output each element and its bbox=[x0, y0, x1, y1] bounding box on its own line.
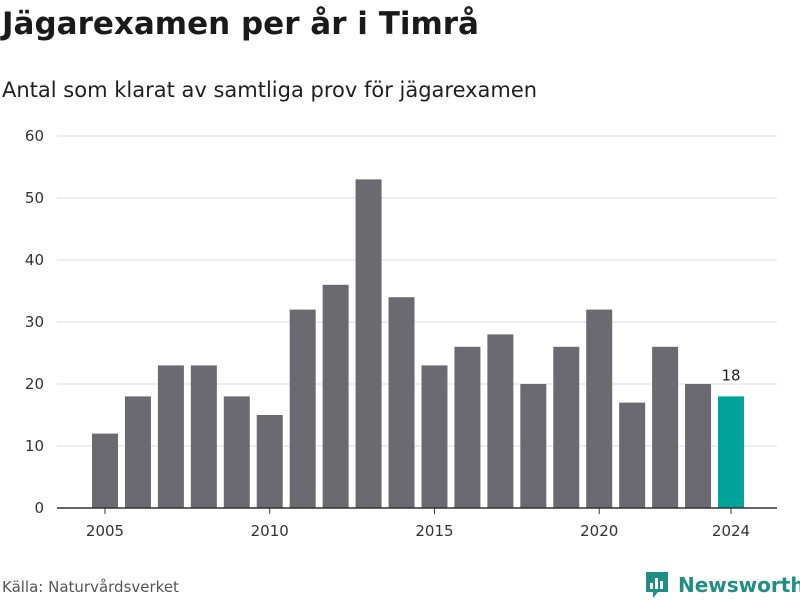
bar-2010 bbox=[256, 415, 283, 508]
bar-2016 bbox=[454, 346, 481, 508]
y-tick-label: 0 bbox=[34, 499, 44, 517]
brand-logo: Newsworthy bbox=[644, 570, 800, 600]
x-tick-label: 2020 bbox=[580, 522, 618, 540]
bar-2017 bbox=[487, 334, 514, 508]
x-tick-label: 2010 bbox=[251, 522, 289, 540]
bar-2009 bbox=[223, 396, 250, 508]
bar-chart: 0 10 20 30 40 50 60 2005 2010 2015 2020 2024 18 bbox=[25, 127, 777, 540]
chart-subtitle: Antal som klarat av samtliga prov för jä… bbox=[2, 78, 538, 102]
bar-2008 bbox=[190, 365, 217, 508]
brand-name: Newsworthy bbox=[678, 573, 800, 597]
y-tick-label: 40 bbox=[25, 251, 44, 269]
y-tick-label: 20 bbox=[25, 375, 44, 393]
bar-2021 bbox=[619, 402, 646, 508]
x-tick-label: 2005 bbox=[86, 522, 124, 540]
bar-2013 bbox=[355, 179, 382, 508]
bar-2018 bbox=[520, 384, 547, 508]
bar-2005 bbox=[92, 433, 118, 508]
bar-2024 bbox=[718, 396, 744, 508]
x-tick-label: 2024 bbox=[712, 522, 750, 540]
y-tick-label: 10 bbox=[25, 437, 44, 455]
bar-2023 bbox=[685, 384, 712, 508]
bar-2006 bbox=[124, 396, 151, 508]
bar-2020 bbox=[586, 309, 613, 508]
chart-title: Jägarexamen per år i Timrå bbox=[2, 6, 479, 42]
bar-2015 bbox=[421, 365, 448, 508]
y-tick-label: 60 bbox=[25, 127, 44, 145]
x-tick-label: 2015 bbox=[415, 522, 453, 540]
y-tick-label: 30 bbox=[25, 313, 44, 331]
bar-2022 bbox=[652, 346, 679, 508]
bar-2011 bbox=[289, 309, 316, 508]
bar-2019 bbox=[553, 346, 580, 508]
data-label: 18 bbox=[721, 366, 740, 384]
bar-2014 bbox=[388, 297, 415, 508]
bar-2007 bbox=[157, 365, 184, 508]
bar-2012 bbox=[322, 284, 349, 508]
bar-chart-logo-icon bbox=[646, 572, 668, 598]
source-note: Källa: Naturvårdsverket bbox=[2, 578, 179, 596]
y-tick-label: 50 bbox=[25, 189, 44, 207]
